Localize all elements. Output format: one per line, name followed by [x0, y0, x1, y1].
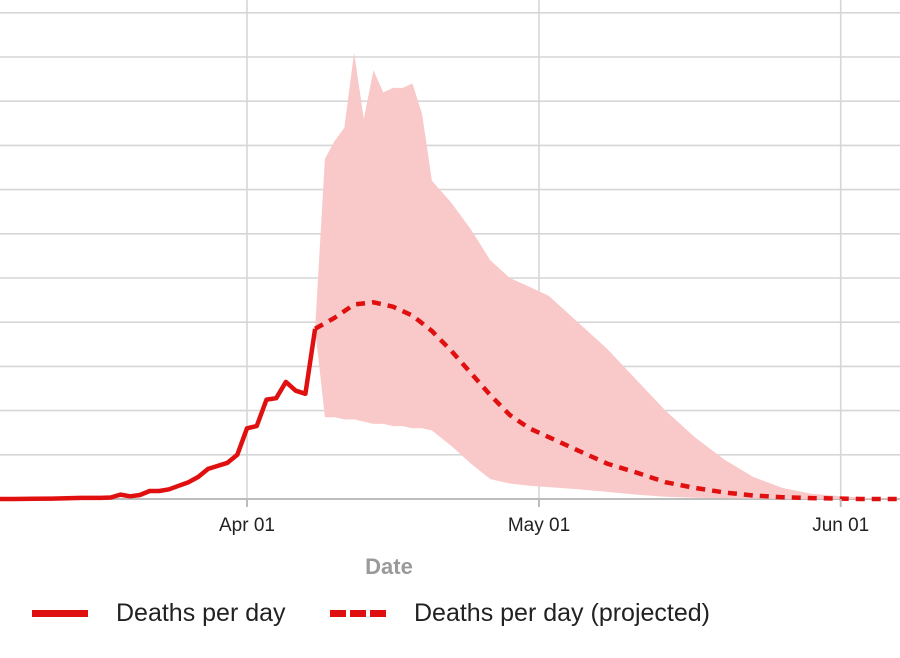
- legend-item-projected: Deaths per day (projected): [330, 588, 710, 638]
- x-tick-label: Apr 01: [219, 515, 275, 536]
- legend-item-observed: Deaths per day: [32, 588, 286, 638]
- x-tick-label: Jun 01: [812, 515, 869, 536]
- uncertainty-band: [315, 52, 900, 499]
- x-tick-label: May 01: [508, 515, 570, 536]
- legend-swatch-dashed: [330, 609, 386, 617]
- chart: Apr 01 May 01 Jun 01 Date: [0, 0, 900, 579]
- x-tick-layer: Apr 01 May 01 Jun 01: [219, 499, 869, 536]
- legend-label-projected: Deaths per day (projected): [414, 598, 710, 627]
- legend: Deaths per day Deaths per day (projected…: [0, 588, 900, 638]
- x-axis-title: Date: [365, 554, 413, 579]
- uncertainty-band-layer: [315, 52, 900, 499]
- projected-deaths-line: [313, 300, 900, 502]
- legend-label-observed: Deaths per day: [116, 598, 286, 627]
- deaths-per-day-line: [0, 328, 318, 502]
- series-layer: [0, 300, 900, 502]
- legend-swatch-solid: [32, 609, 88, 617]
